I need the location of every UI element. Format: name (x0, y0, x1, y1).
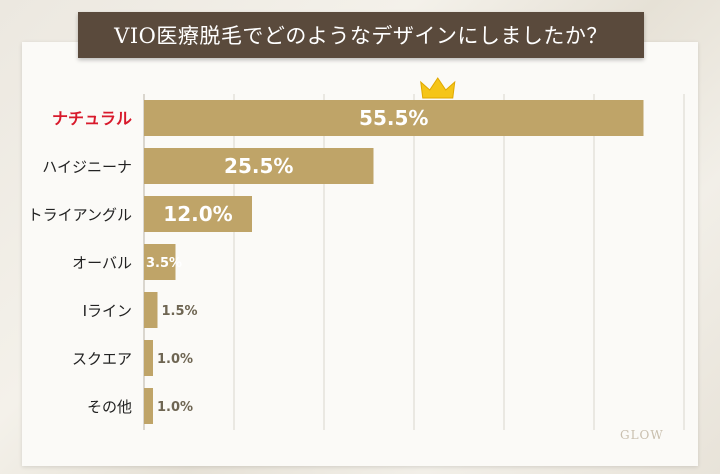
category-label: その他 (87, 398, 132, 416)
value-label: 1.0% (157, 400, 193, 415)
category-label: ハイジニーナ (42, 158, 132, 176)
bar (144, 244, 176, 280)
category-label: ナチュラル (52, 109, 132, 128)
bar (144, 100, 644, 136)
chart-title: VIO医療脱毛でどのようなデザインにしましたか？ (114, 24, 608, 48)
value-label: 25.5% (224, 154, 293, 178)
bar (144, 196, 252, 232)
bar (144, 148, 374, 184)
category-label: Iライン (83, 302, 132, 320)
value-label: 1.5% (162, 304, 198, 319)
crown-icon (420, 77, 456, 99)
value-label: 12.0% (163, 202, 232, 226)
category-label: トライアングル (28, 206, 132, 224)
value-label: 3.5% (146, 256, 182, 271)
bar (144, 292, 158, 328)
category-label: スクエア (72, 350, 132, 368)
category-label: オーバル (72, 254, 132, 272)
title-banner: VIO医療脱毛でどのようなデザインにしましたか？ (78, 12, 644, 58)
value-label: 1.0% (157, 352, 193, 367)
brand-logo: GLOW (620, 428, 664, 442)
bar (144, 340, 153, 376)
value-label: 55.5% (359, 106, 428, 130)
bar (144, 388, 153, 424)
